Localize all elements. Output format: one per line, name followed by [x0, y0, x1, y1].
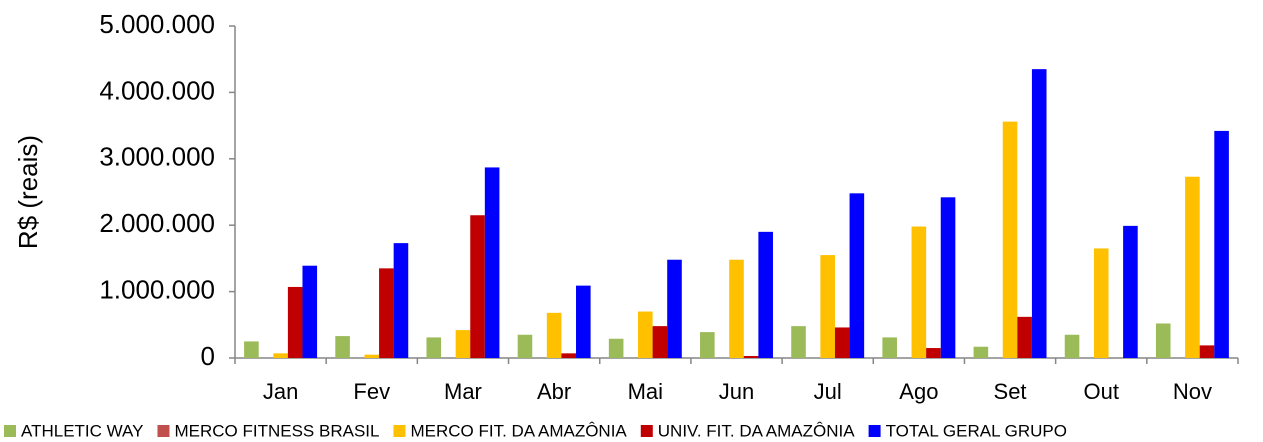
bar — [926, 348, 941, 358]
bar — [484, 167, 500, 358]
x-tick-label: Out — [1083, 379, 1118, 404]
bar — [1123, 225, 1138, 358]
x-tick-label: Ago — [899, 379, 938, 404]
x-tick-label: Set — [994, 379, 1027, 404]
bar — [1002, 121, 1018, 358]
y-tick-label: 4.000.000 — [99, 75, 215, 105]
bar — [820, 255, 835, 358]
x-tick-label: Mai — [628, 379, 663, 404]
x-tick-label: Jun — [719, 379, 754, 404]
bar — [667, 259, 682, 358]
legend-label: UNIV. FIT. DA AMAZÔNIA — [658, 421, 855, 440]
bar — [758, 231, 773, 358]
bar — [1017, 316, 1032, 358]
bar — [1199, 345, 1215, 358]
bar — [364, 354, 380, 358]
bar — [273, 353, 288, 358]
y-tick-label: 2.000.000 — [99, 208, 215, 238]
bar — [302, 265, 318, 358]
x-tick-label: Nov — [1173, 379, 1212, 404]
x-tick-label: Abr — [537, 379, 571, 404]
legend-label: ATHLETIC WAY — [21, 421, 143, 440]
y-tick-label: 0 — [201, 341, 215, 371]
bar — [287, 286, 303, 358]
x-tick-label: Fev — [353, 379, 390, 404]
bar — [652, 326, 668, 358]
legend-swatch — [4, 425, 16, 437]
bar — [1031, 69, 1047, 358]
bar — [1185, 176, 1200, 358]
bar — [455, 330, 471, 358]
bar — [940, 197, 956, 358]
y-tick-label: 5.000.000 — [99, 9, 215, 39]
bar — [1155, 323, 1171, 358]
bar — [426, 337, 442, 358]
y-tick-label: 1.000.000 — [99, 274, 215, 304]
bar — [393, 243, 409, 358]
bar — [1064, 334, 1080, 358]
legend-label: TOTAL GERAL GRUPO — [886, 421, 1067, 440]
legend-swatch — [640, 425, 653, 437]
bar — [517, 334, 533, 358]
bar — [638, 311, 653, 358]
y-tick-label: 3.000.000 — [99, 142, 215, 172]
bar — [849, 193, 865, 358]
bar — [743, 356, 759, 358]
bar — [911, 226, 927, 358]
bar — [973, 346, 989, 358]
legend-swatch — [393, 425, 406, 437]
bar — [1093, 248, 1109, 358]
bar — [576, 285, 591, 358]
legend-label: MERCO FIT. DA AMAZÔNIA — [410, 421, 627, 440]
bar — [882, 337, 897, 358]
bar — [791, 326, 806, 358]
bar — [834, 327, 850, 358]
bar — [729, 259, 744, 358]
bar — [700, 332, 715, 358]
x-tick-label: Jul — [814, 379, 842, 404]
bar — [470, 215, 485, 358]
x-tick-label: Jan — [263, 379, 298, 404]
x-tick-label: Mar — [444, 379, 482, 404]
bar — [1214, 130, 1229, 358]
bar — [379, 268, 394, 358]
legend-swatch — [868, 425, 881, 437]
legend-label: MERCO FITNESS BRASIL — [174, 421, 379, 440]
bar — [608, 338, 624, 358]
bar — [244, 341, 259, 358]
bar — [335, 336, 350, 358]
y-axis-label: R$ (reais) — [13, 135, 43, 249]
legend-swatch — [157, 425, 170, 437]
bar — [546, 312, 562, 358]
bar — [561, 353, 577, 358]
